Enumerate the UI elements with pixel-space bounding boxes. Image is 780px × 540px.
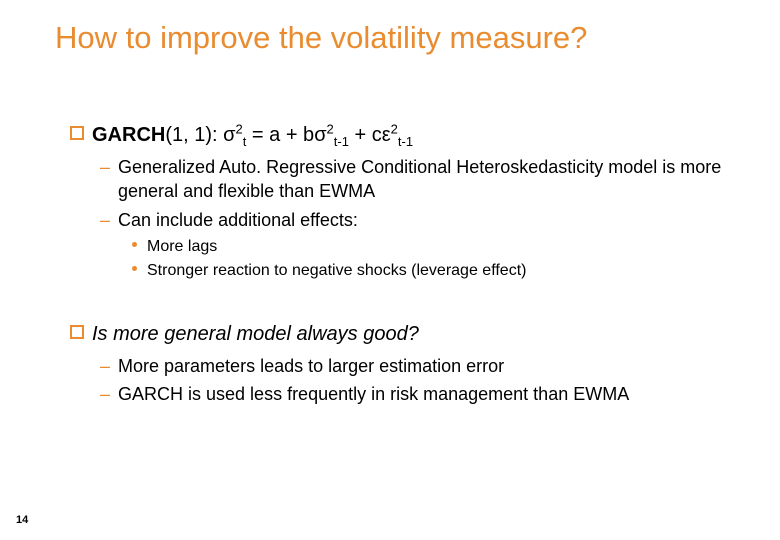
sub-bullet-text: GARCH is used less frequently in risk ma… bbox=[118, 382, 629, 406]
bullet-general-question-text: Is more general model always good? bbox=[92, 321, 419, 348]
slide: How to improve the volatility measure? G… bbox=[0, 0, 780, 540]
spacer bbox=[70, 285, 730, 321]
dash-icon: – bbox=[100, 354, 110, 378]
formula: σ2t = a + bσ2t-1 + cε2t-1 bbox=[223, 124, 413, 146]
sub-sub-bullet-leverage: Stronger reaction to negative shocks (le… bbox=[132, 260, 730, 282]
sub-sub-bullet-more-lags: More lags bbox=[132, 236, 730, 258]
sub-bullet-text: Generalized Auto. Regressive Conditional… bbox=[118, 155, 730, 204]
dot-icon bbox=[132, 242, 137, 247]
dot-icon bbox=[132, 266, 137, 271]
bullet-garch: GARCH(1, 1): σ2t = a + bσ2t-1 + cε2t-1 bbox=[70, 122, 730, 149]
slide-body: GARCH(1, 1): σ2t = a + bσ2t-1 + cε2t-1 –… bbox=[70, 122, 730, 411]
dash-icon: – bbox=[100, 155, 110, 179]
dash-icon: – bbox=[100, 382, 110, 406]
garch-rest-prefix: (1, 1): bbox=[165, 124, 223, 146]
garch-bold: GARCH bbox=[92, 124, 165, 146]
sub-sub-bullet-text: More lags bbox=[147, 236, 217, 258]
bullet-garch-text: GARCH(1, 1): σ2t = a + bσ2t-1 + cε2t-1 bbox=[92, 122, 413, 149]
sub-bullet-additional-effects: – Can include additional effects: bbox=[100, 208, 730, 232]
sub-bullet-text: More parameters leads to larger estimati… bbox=[118, 354, 504, 378]
square-bullet-icon bbox=[70, 126, 84, 140]
sub-bullet-text: Can include additional effects: bbox=[118, 208, 358, 232]
square-bullet-icon bbox=[70, 325, 84, 339]
sub-sub-bullet-text: Stronger reaction to negative shocks (le… bbox=[147, 260, 526, 282]
sub-bullet-generalized: – Generalized Auto. Regressive Condition… bbox=[100, 155, 730, 204]
dash-icon: – bbox=[100, 208, 110, 232]
sub-bullet-more-params: – More parameters leads to larger estima… bbox=[100, 354, 730, 378]
slide-title: How to improve the volatility measure? bbox=[55, 20, 587, 56]
sub-bullet-garch-less-used: – GARCH is used less frequently in risk … bbox=[100, 382, 730, 406]
page-number: 14 bbox=[16, 514, 28, 526]
bullet-general-question: Is more general model always good? bbox=[70, 321, 730, 348]
